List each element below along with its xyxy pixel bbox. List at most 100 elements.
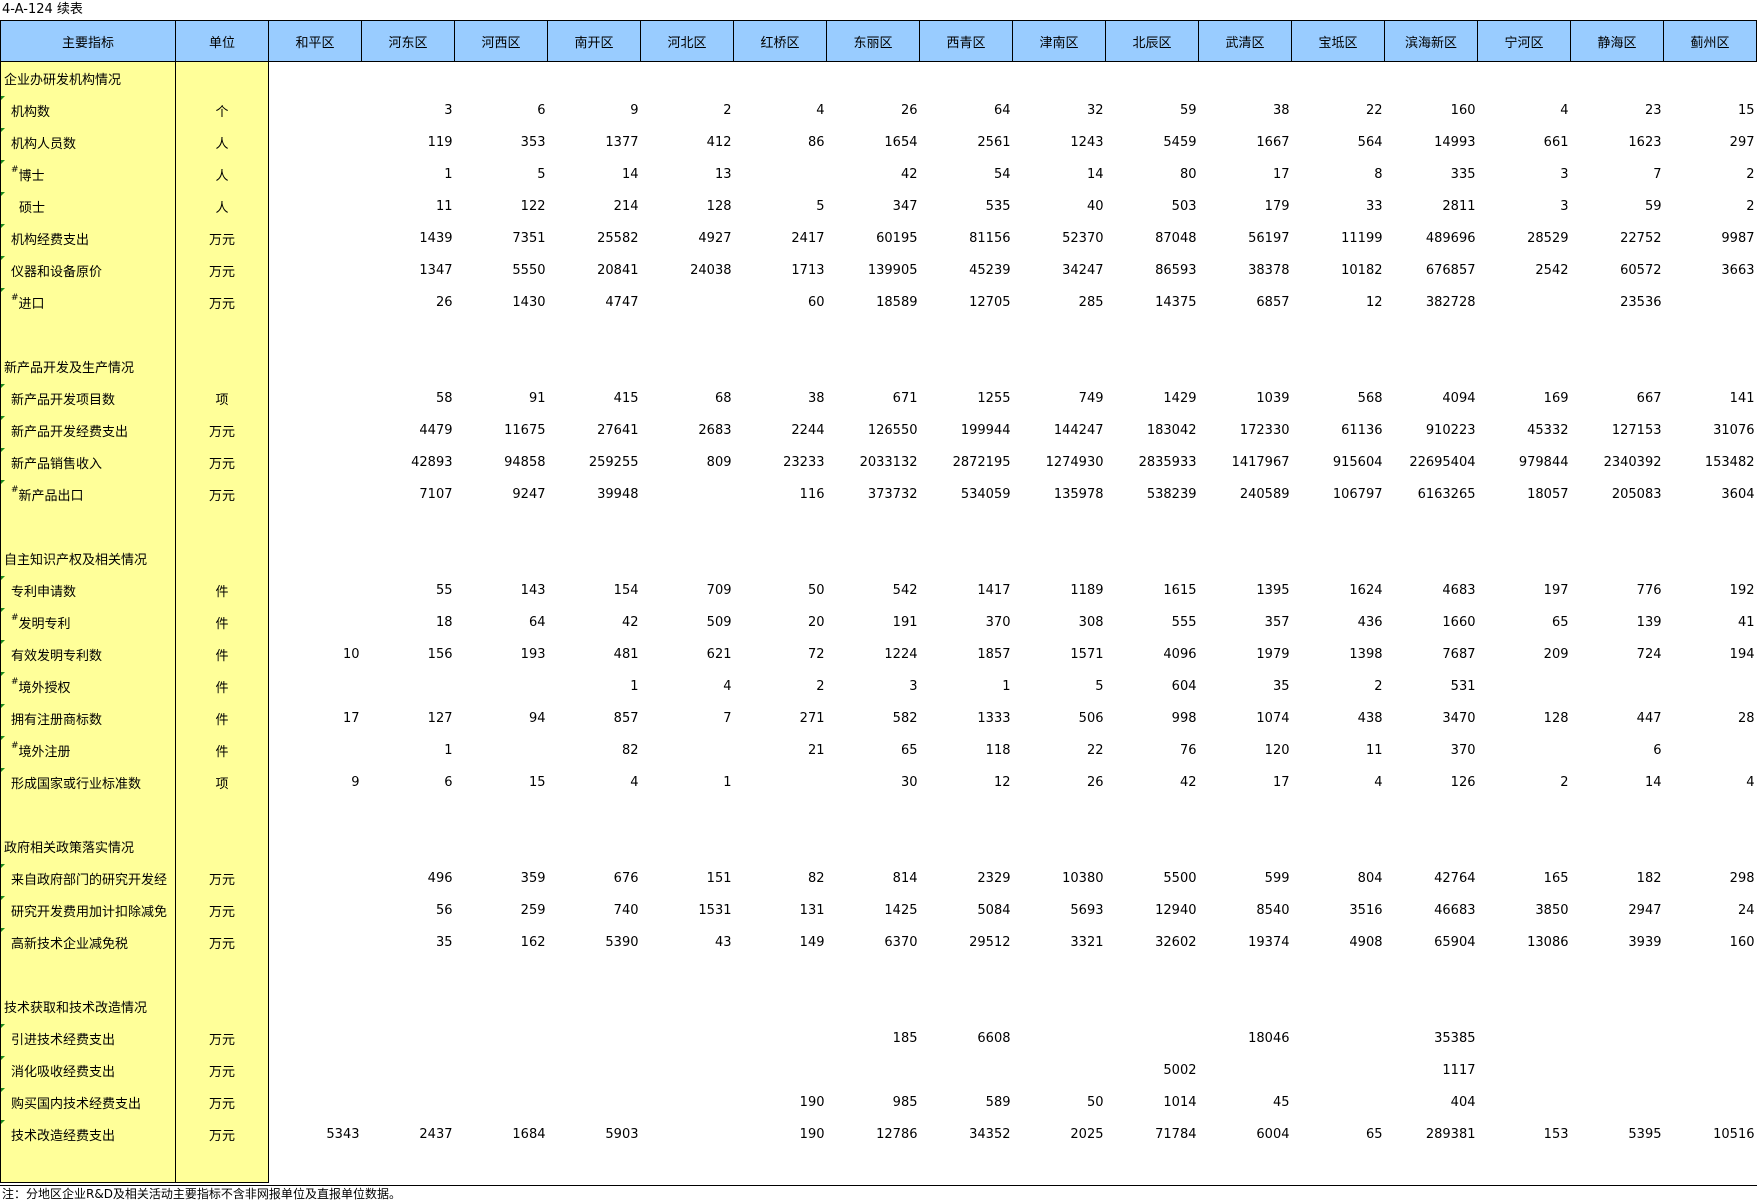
value-cell[interactable] xyxy=(1478,1086,1571,1118)
value-cell[interactable] xyxy=(269,510,362,542)
value-cell[interactable] xyxy=(1106,542,1199,574)
indicator-cell[interactable]: 有效发明专利数 xyxy=(0,638,176,670)
value-cell[interactable]: 661 xyxy=(1543,134,1569,150)
value-cell[interactable]: 17 xyxy=(342,710,360,726)
value-cell[interactable]: 4 xyxy=(630,774,639,790)
value-cell[interactable] xyxy=(1013,1022,1106,1054)
value-cell[interactable]: 2 xyxy=(1746,166,1755,182)
value-cell[interactable]: 6 xyxy=(1653,742,1662,758)
unit-cell[interactable]: 万元 xyxy=(175,894,269,926)
unit-cell[interactable]: 万元 xyxy=(175,478,269,510)
value-cell[interactable] xyxy=(734,542,827,574)
value-cell[interactable]: 33 xyxy=(1365,198,1383,214)
indicator-cell[interactable]: #博士 xyxy=(0,158,176,190)
value-cell[interactable] xyxy=(1385,62,1478,95)
value-cell[interactable]: 50 xyxy=(1086,1094,1104,1110)
value-cell[interactable] xyxy=(1013,958,1106,990)
value-cell[interactable] xyxy=(827,318,920,350)
value-cell[interactable]: 42764 xyxy=(1434,870,1476,886)
value-cell[interactable]: 165 xyxy=(1543,870,1569,886)
value-cell[interactable]: 4683 xyxy=(1442,582,1476,598)
value-cell[interactable]: 404 xyxy=(1450,1094,1476,1110)
value-cell[interactable] xyxy=(1385,830,1478,862)
value-cell[interactable]: 23536 xyxy=(1620,294,1662,310)
value-cell[interactable]: 135978 xyxy=(1053,486,1104,502)
value-cell[interactable] xyxy=(269,158,362,190)
value-cell[interactable]: 45332 xyxy=(1527,422,1569,438)
value-cell[interactable]: 34247 xyxy=(1062,262,1104,278)
value-cell[interactable] xyxy=(1292,1086,1385,1118)
unit-cell[interactable]: 万元 xyxy=(175,1054,269,1086)
value-cell[interactable]: 1430 xyxy=(512,294,546,310)
value-cell[interactable] xyxy=(269,94,362,126)
unit-cell[interactable]: 项 xyxy=(175,382,269,414)
value-cell[interactable] xyxy=(641,1150,734,1183)
unit-cell[interactable]: 件 xyxy=(175,606,269,638)
value-cell[interactable] xyxy=(1571,542,1664,574)
value-cell[interactable]: 41 xyxy=(1737,614,1755,630)
value-cell[interactable]: 370 xyxy=(985,614,1011,630)
value-cell[interactable] xyxy=(1199,318,1292,350)
value-cell[interactable]: 160 xyxy=(1729,934,1755,950)
value-cell[interactable]: 2 xyxy=(1746,198,1755,214)
value-cell[interactable]: 35 xyxy=(435,934,453,950)
indicator-cell[interactable]: 政府相关政策落实情况 xyxy=(0,830,176,862)
value-cell[interactable]: 809 xyxy=(706,454,732,470)
unit-cell[interactable] xyxy=(175,1150,269,1183)
value-cell[interactable]: 141 xyxy=(1729,390,1755,406)
value-cell[interactable] xyxy=(1199,990,1292,1022)
value-cell[interactable] xyxy=(269,606,362,638)
value-cell[interactable]: 5903 xyxy=(605,1126,639,1142)
value-cell[interactable]: 55 xyxy=(435,582,453,598)
value-cell[interactable] xyxy=(269,670,362,702)
indicator-cell[interactable]: 拥有注册商标数 xyxy=(0,702,176,734)
value-cell[interactable] xyxy=(1571,1022,1664,1054)
value-cell[interactable] xyxy=(1013,542,1106,574)
value-cell[interactable]: 131 xyxy=(799,902,825,918)
value-cell[interactable] xyxy=(455,1022,548,1054)
value-cell[interactable]: 347 xyxy=(892,198,918,214)
value-cell[interactable]: 1660 xyxy=(1442,614,1476,630)
value-cell[interactable]: 26 xyxy=(435,294,453,310)
indicator-cell[interactable]: 高新技术企业减免税 xyxy=(0,926,176,958)
value-cell[interactable]: 979844 xyxy=(1518,454,1569,470)
value-cell[interactable] xyxy=(734,318,827,350)
value-cell[interactable] xyxy=(641,478,734,510)
value-cell[interactable] xyxy=(1385,542,1478,574)
value-cell[interactable] xyxy=(548,542,641,574)
value-cell[interactable] xyxy=(1478,318,1571,350)
value-cell[interactable] xyxy=(1664,1150,1757,1183)
unit-cell[interactable]: 项 xyxy=(175,766,269,798)
value-cell[interactable] xyxy=(455,734,548,766)
indicator-cell[interactable]: 机构经费支出 xyxy=(0,222,176,254)
value-cell[interactable]: 1857 xyxy=(977,646,1011,662)
value-cell[interactable]: 1979 xyxy=(1256,646,1290,662)
indicator-cell[interactable] xyxy=(0,958,176,990)
value-cell[interactable] xyxy=(827,62,920,95)
value-cell[interactable] xyxy=(1106,510,1199,542)
value-cell[interactable]: 32 xyxy=(1086,102,1104,118)
value-cell[interactable]: 998 xyxy=(1171,710,1197,726)
value-cell[interactable] xyxy=(1106,318,1199,350)
value-cell[interactable]: 621 xyxy=(706,646,732,662)
value-cell[interactable]: 2025 xyxy=(1070,1126,1104,1142)
value-cell[interactable]: 4 xyxy=(816,102,825,118)
value-cell[interactable] xyxy=(734,1054,827,1086)
value-cell[interactable] xyxy=(827,1150,920,1183)
value-cell[interactable]: 535 xyxy=(985,198,1011,214)
value-cell[interactable] xyxy=(269,990,362,1022)
unit-cell[interactable]: 人 xyxy=(175,190,269,222)
value-cell[interactable]: 5 xyxy=(816,198,825,214)
value-cell[interactable] xyxy=(827,350,920,382)
value-cell[interactable]: 26 xyxy=(900,102,918,118)
value-cell[interactable] xyxy=(1478,62,1571,95)
value-cell[interactable] xyxy=(827,958,920,990)
value-cell[interactable]: 4096 xyxy=(1163,646,1197,662)
value-cell[interactable]: 190 xyxy=(799,1126,825,1142)
value-cell[interactable] xyxy=(1106,990,1199,1022)
value-cell[interactable]: 14 xyxy=(621,166,639,182)
value-cell[interactable] xyxy=(1013,62,1106,95)
value-cell[interactable]: 162 xyxy=(520,934,546,950)
unit-cell[interactable]: 件 xyxy=(175,574,269,606)
value-cell[interactable] xyxy=(1571,1054,1664,1086)
